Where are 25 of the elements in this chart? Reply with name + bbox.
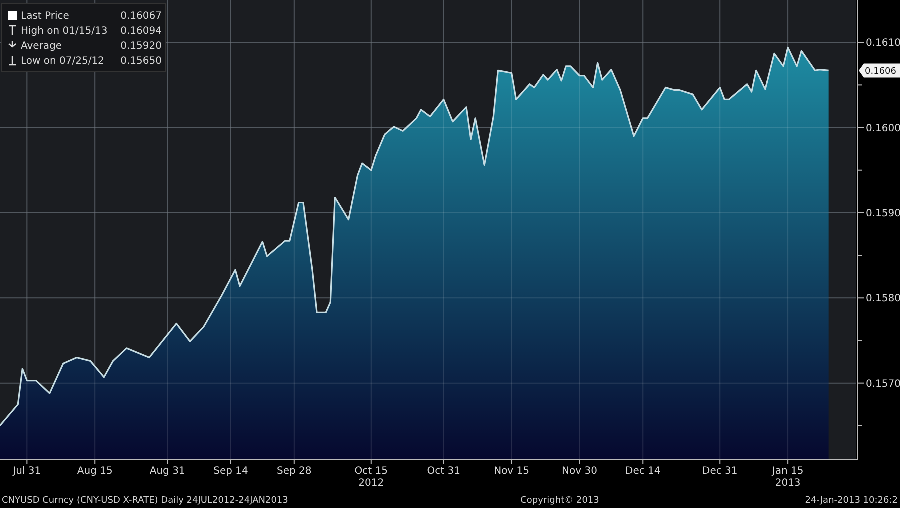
y-tick-label: 0.1570: [866, 378, 900, 390]
y-tick-label: 0.1580: [866, 294, 900, 305]
x-tick-label: Nov 30: [562, 466, 598, 477]
text: Copyright© 2013: [520, 496, 600, 506]
x-tick-label: Jul 31: [12, 466, 42, 477]
text: Low on 07/25/12 0.15650: [21, 56, 162, 67]
x-tick-label: Oct 15 2012: [354, 466, 388, 489]
x-tick-label: Sep 14: [214, 466, 248, 477]
text: 24-Jan-2013 10:26:2: [805, 496, 898, 506]
x-tick-label: Sep 28: [277, 466, 312, 477]
x-tick-label: Dec 31: [702, 466, 738, 477]
y-tick-label: 0.1590: [866, 208, 900, 220]
x-tick-label: Jan 15 2013: [771, 466, 804, 489]
text: Last Price 0.16067: [21, 11, 162, 22]
y-tick-label: 0.1600: [866, 123, 900, 134]
x-tick-label: Aug 15: [77, 466, 113, 477]
text: CNYUSD Curncy (CNY-USD X-RATE) Daily 24JUL2012-24JAN2013: [2, 496, 288, 506]
text: Average 0.15920: [21, 41, 162, 52]
text: 0.1606: [865, 66, 897, 77]
text: High on 01/15/13 0.16094: [21, 26, 162, 37]
x-tick-label: Dec 14: [626, 466, 661, 477]
x-tick-label: Oct 31: [427, 466, 460, 477]
x-tick-label: Nov 15: [494, 466, 530, 477]
x-tick-label: Aug 31: [150, 466, 186, 477]
y-tick-label: 0.1610: [866, 38, 900, 50]
